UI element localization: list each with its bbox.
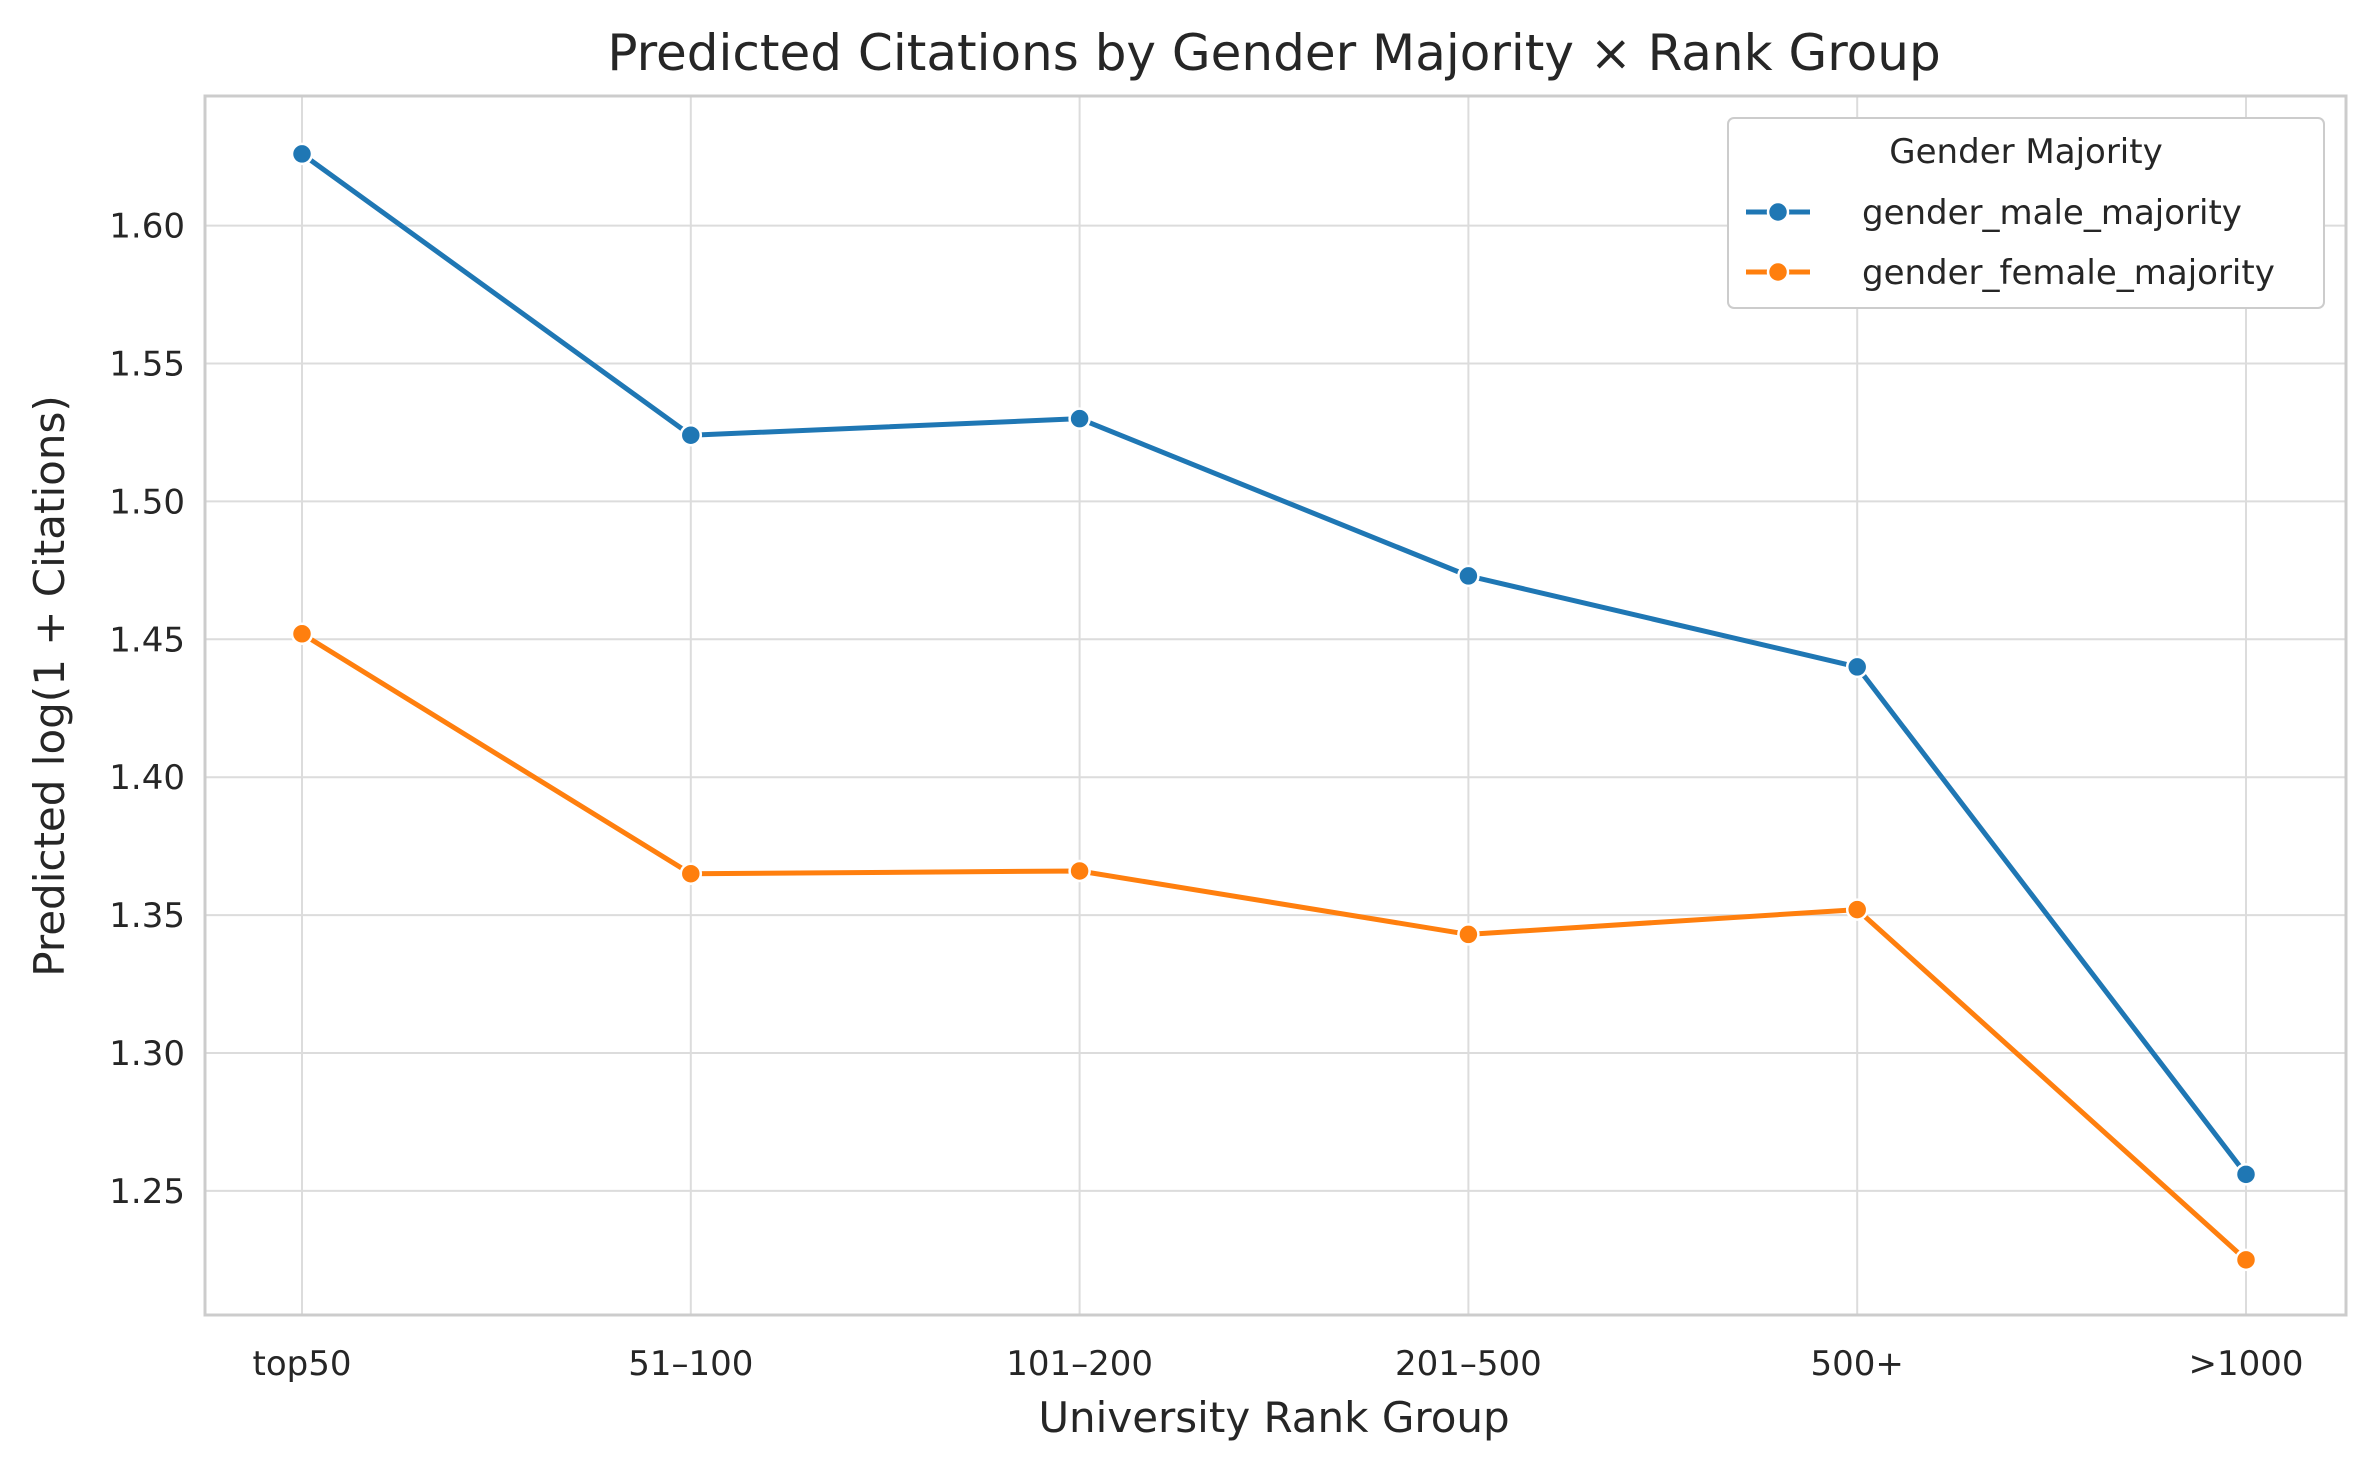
data-point [679,862,703,885]
data-point [2234,1163,2258,1186]
y-axis-title: Predicted log(1 + Citations) [25,395,74,976]
chart-title: Predicted Citations by Gender Majority ×… [607,24,1940,82]
series-gender_male_majority [290,142,2258,1186]
data-point [1068,859,1091,883]
legend-title: Gender Majority [1889,132,2162,172]
y-tick-label: 1.50 [109,482,185,522]
legend: Gender Majority gender_male_majoritygend… [1727,117,2325,309]
y-tick-label: 1.40 [109,758,185,798]
x-tick-label: top50 [253,1344,352,1384]
y-tick-label: 1.60 [109,207,185,247]
y-tick-label: 1.30 [109,1034,185,1074]
legend-entries: gender_male_majority gender_female_majori… [1746,193,2275,293]
data-point [1845,898,1869,921]
y-tick-label: 1.45 [109,620,185,660]
series-line [299,631,2249,1263]
data-point [679,423,703,447]
x-tick-label: >1000 [2188,1344,2303,1384]
series-gender_female_majority [290,622,2258,1272]
legend-label: gender_male_majority [1862,193,2242,233]
legend-entry: gender_male_majority [1746,193,2242,233]
data-point [290,142,314,166]
series-line [299,151,2249,1177]
data-point [1845,655,1869,679]
x-tick-label: 51–100 [628,1344,753,1384]
x-tick-label: 500+ [1811,1344,1904,1384]
plot-frame [203,94,2348,1317]
data-point [1068,407,1091,430]
grid [205,96,2346,1315]
legend-marker [1766,200,1790,224]
data-point [1457,564,1480,588]
y-tick-labels: 1.25 1.30 1.35 1.40 1.45 1.50 1.55 1.60 [109,207,185,1212]
data-point [290,622,314,646]
x-axis-title: University Rank Group [1038,1393,1509,1442]
y-tick-label: 1.55 [109,345,185,385]
x-tick-label: 201–500 [1395,1344,1542,1384]
x-tick-label: 101–200 [1006,1344,1153,1384]
y-tick-label: 1.35 [109,896,185,936]
x-tick-labels: top50 51–100 101–200 201–500 500+ >1000 [253,1344,2304,1384]
data-point [2234,1248,2258,1272]
series-layer [290,142,2258,1272]
data-point [1457,923,1480,946]
legend-box [1727,117,2325,309]
legend-marker [1766,260,1790,284]
legend-entry: gender_female_majority [1746,253,2275,293]
legend-label: gender_female_majority [1862,253,2275,293]
y-tick-label: 1.25 [109,1172,185,1212]
